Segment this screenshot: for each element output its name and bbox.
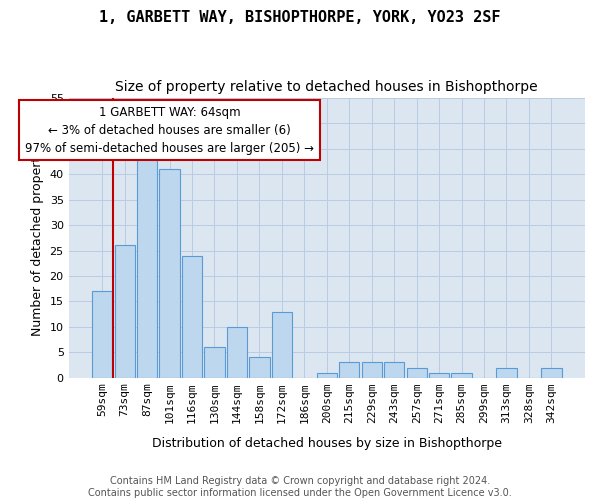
Bar <box>407 368 427 378</box>
Bar <box>541 368 562 378</box>
Bar <box>182 256 202 378</box>
Bar <box>451 372 472 378</box>
Bar <box>92 292 112 378</box>
Text: Contains HM Land Registry data © Crown copyright and database right 2024.
Contai: Contains HM Land Registry data © Crown c… <box>88 476 512 498</box>
Bar <box>429 372 449 378</box>
Bar <box>205 347 224 378</box>
Title: Size of property relative to detached houses in Bishopthorpe: Size of property relative to detached ho… <box>115 80 538 94</box>
Bar <box>227 327 247 378</box>
Bar <box>137 154 157 378</box>
Text: 1 GARBETT WAY: 64sqm
← 3% of detached houses are smaller (6)
97% of semi-detache: 1 GARBETT WAY: 64sqm ← 3% of detached ho… <box>25 106 314 154</box>
X-axis label: Distribution of detached houses by size in Bishopthorpe: Distribution of detached houses by size … <box>152 437 502 450</box>
Bar <box>317 372 337 378</box>
Y-axis label: Number of detached properties: Number of detached properties <box>31 140 44 336</box>
Bar <box>115 246 135 378</box>
Bar <box>384 362 404 378</box>
Bar <box>249 358 269 378</box>
Text: 1, GARBETT WAY, BISHOPTHORPE, YORK, YO23 2SF: 1, GARBETT WAY, BISHOPTHORPE, YORK, YO23… <box>99 10 501 25</box>
Bar <box>160 169 179 378</box>
Bar <box>496 368 517 378</box>
Bar <box>272 312 292 378</box>
Bar <box>339 362 359 378</box>
Bar <box>362 362 382 378</box>
